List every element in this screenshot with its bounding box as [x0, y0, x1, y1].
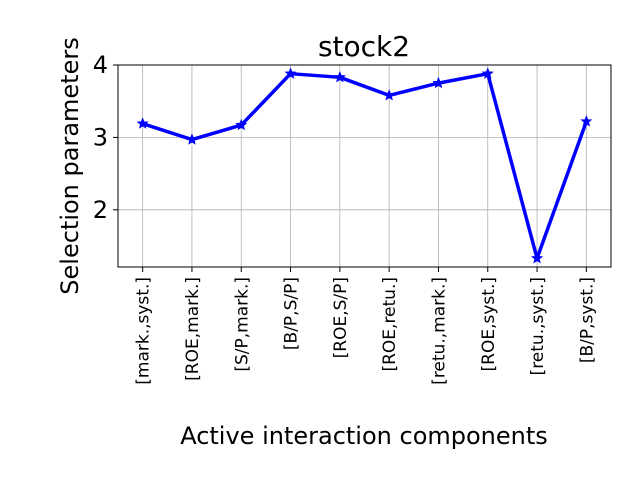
y-axis-label: Selection parameters — [56, 37, 84, 294]
x-tick-label: [mark.,syst.] — [134, 277, 154, 385]
y-tick-label: 4 — [93, 51, 108, 79]
x-tick-label: [B/P,S/P] — [282, 277, 302, 350]
x-tick-label: [ROE,syst.] — [479, 277, 499, 371]
x-tick-label: [retu.,syst.] — [528, 277, 548, 375]
chart-title: stock2 — [318, 30, 410, 63]
x-tick-label: [S/P,mark.] — [232, 277, 252, 372]
x-axis-label: Active interaction components — [180, 422, 548, 450]
x-tick-label: [ROE,S/P] — [331, 277, 351, 358]
y-tick-label: 3 — [93, 123, 108, 151]
x-tick-label: [ROE,retu.] — [380, 277, 400, 372]
x-tick-label: [ROE,mark.] — [183, 277, 203, 381]
y-tick-label: 2 — [93, 196, 108, 224]
x-tick-label: [retu.,mark.] — [429, 277, 449, 385]
x-tick-label: [B/P,syst.] — [577, 277, 597, 363]
